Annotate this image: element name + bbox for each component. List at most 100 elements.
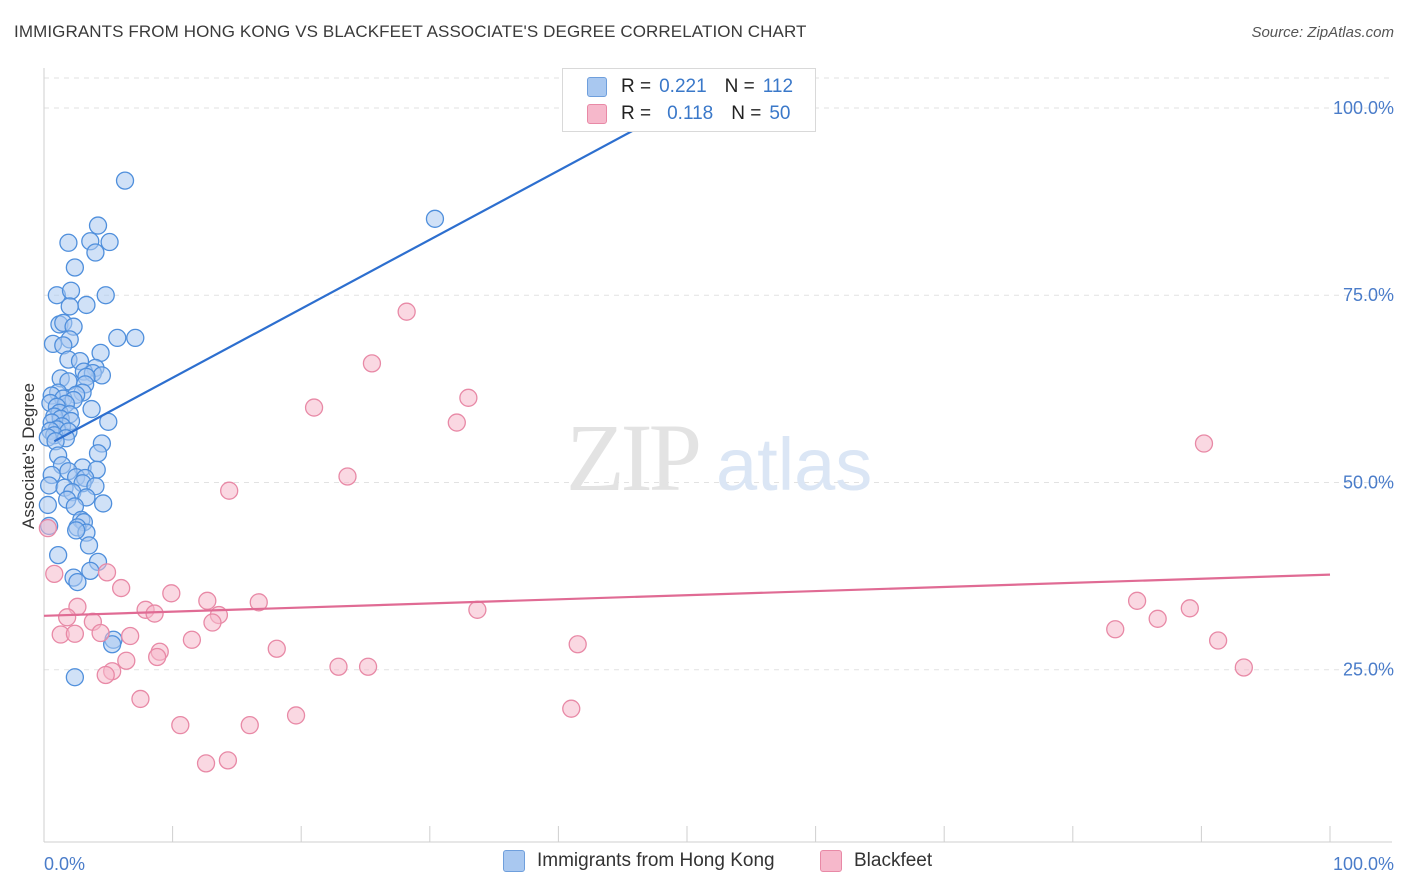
data-point-hong-kong bbox=[94, 494, 113, 513]
correlation-legend: R = 0.221 N = 112 R = 0.118 N = 50 bbox=[562, 68, 816, 132]
data-point-blackfeet bbox=[1106, 620, 1125, 639]
watermark-atlas: atlas bbox=[716, 423, 872, 506]
data-point-hong-kong bbox=[65, 668, 85, 687]
data-point-blackfeet bbox=[220, 481, 239, 500]
trend-line-blackfeet bbox=[43, 573, 1331, 617]
data-point-blackfeet bbox=[459, 388, 478, 407]
data-point-hong-kong bbox=[65, 258, 85, 277]
data-point-hong-kong bbox=[59, 233, 78, 252]
y-tick-labels: 25.0% 50.0% 75.0% 100.0% bbox=[1333, 98, 1394, 680]
data-point-blackfeet bbox=[286, 706, 306, 725]
data-point-blackfeet bbox=[329, 657, 348, 676]
data-point-hong-kong bbox=[77, 295, 96, 315]
data-point-blackfeet bbox=[148, 647, 167, 667]
x-tick-label-max: 100.0% bbox=[1333, 854, 1394, 874]
data-point-hong-kong bbox=[103, 635, 122, 654]
chart-title: IMMIGRANTS FROM HONG KONG VS BLACKFEET A… bbox=[14, 22, 807, 41]
gridlines bbox=[44, 77, 1392, 671]
data-point-blackfeet bbox=[97, 563, 117, 582]
legend-swatch-pink bbox=[587, 104, 607, 124]
x-tick-label-min: 0.0% bbox=[44, 854, 85, 874]
legend-item-hong-kong: Immigrants from Hong Kong bbox=[503, 850, 775, 872]
data-point-blackfeet bbox=[91, 623, 110, 643]
data-point-blackfeet bbox=[162, 584, 181, 603]
data-point-blackfeet bbox=[362, 354, 382, 373]
legend-n-label: N = bbox=[731, 103, 762, 124]
data-point-blackfeet bbox=[65, 624, 85, 643]
data-point-hong-kong bbox=[60, 297, 79, 316]
y-tick-label: 75.0% bbox=[1343, 285, 1394, 305]
data-point-blackfeet bbox=[1127, 591, 1147, 610]
data-point-hong-kong bbox=[68, 572, 87, 592]
data-point-blackfeet bbox=[218, 751, 238, 770]
legend-label-blackfeet: Blackfeet bbox=[854, 850, 933, 871]
data-point-blackfeet bbox=[145, 604, 164, 623]
watermark: ZIP atlas bbox=[566, 404, 872, 511]
data-point-hong-kong bbox=[88, 444, 108, 463]
data-point-blackfeet bbox=[38, 519, 58, 538]
data-point-blackfeet bbox=[562, 699, 581, 718]
data-point-blackfeet bbox=[304, 398, 324, 417]
trend-lines bbox=[43, 114, 1331, 617]
data-point-blackfeet bbox=[1208, 631, 1228, 650]
data-point-hong-kong bbox=[115, 171, 135, 190]
legend-r-label: R = bbox=[621, 76, 652, 97]
data-point-hong-kong bbox=[108, 328, 127, 348]
legend-r-value: 0.221 bbox=[659, 76, 707, 97]
data-point-blackfeet bbox=[338, 467, 357, 486]
data-point-blackfeet bbox=[568, 635, 587, 654]
data-point-hong-kong bbox=[86, 243, 105, 262]
data-point-hong-kong bbox=[92, 366, 112, 385]
legend-row-blackfeet: R = 0.118 N = 50 bbox=[587, 101, 809, 127]
legend-swatch-pink bbox=[820, 850, 842, 872]
data-point-blackfeet bbox=[203, 613, 222, 632]
data-point-blackfeet bbox=[196, 754, 216, 773]
data-point-blackfeet bbox=[1194, 434, 1214, 453]
data-point-hong-kong bbox=[425, 209, 445, 228]
data-point-blackfeet bbox=[121, 626, 140, 646]
data-point-blackfeet bbox=[397, 302, 416, 321]
data-point-blackfeet bbox=[112, 578, 131, 598]
y-tick-label: 100.0% bbox=[1333, 98, 1394, 118]
data-point-blackfeet bbox=[249, 593, 268, 612]
legend-label-hong-kong: Immigrants from Hong Kong bbox=[537, 850, 775, 871]
data-point-hong-kong bbox=[61, 281, 81, 300]
data-point-hong-kong bbox=[88, 216, 108, 235]
watermark-zip: ZIP bbox=[566, 404, 699, 511]
data-point-hong-kong bbox=[38, 495, 58, 515]
axes bbox=[43, 68, 1392, 843]
legend-r-label: R = bbox=[621, 103, 652, 124]
data-point-blackfeet bbox=[1234, 658, 1253, 677]
data-point-blackfeet bbox=[468, 600, 487, 619]
data-point-blackfeet bbox=[1180, 599, 1199, 618]
data-point-hong-kong bbox=[96, 286, 115, 305]
legend-item-blackfeet: Blackfeet bbox=[820, 850, 932, 872]
legend-n-value: 112 bbox=[762, 76, 794, 97]
legend-row-hong-kong: R = 0.221 N = 112 bbox=[587, 74, 811, 100]
legend-n-label: N = bbox=[724, 76, 755, 97]
y-tick-label: 50.0% bbox=[1343, 472, 1394, 492]
legend-n-value: 50 bbox=[769, 103, 791, 124]
data-point-blackfeet bbox=[45, 564, 64, 584]
legend-swatch-blue bbox=[587, 77, 607, 97]
data-point-blackfeet bbox=[171, 716, 190, 735]
data-point-blackfeet bbox=[182, 630, 202, 649]
y-axis-title: Associate's Degree bbox=[19, 383, 38, 529]
data-point-blackfeet bbox=[57, 608, 77, 627]
data-point-hong-kong bbox=[100, 232, 119, 252]
data-point-blackfeet bbox=[96, 665, 115, 685]
data-point-blackfeet bbox=[198, 591, 217, 610]
data-point-hong-kong bbox=[67, 521, 86, 540]
data-point-hong-kong bbox=[48, 545, 68, 565]
data-point-blackfeet bbox=[240, 716, 259, 735]
legend-r-value: 0.118 bbox=[667, 103, 714, 124]
y-tick-label: 25.0% bbox=[1343, 660, 1394, 680]
data-point-blackfeet bbox=[1148, 609, 1167, 628]
legend-swatch-blue bbox=[503, 850, 525, 872]
source-label: Source: ZipAtlas.com bbox=[1251, 24, 1394, 41]
data-point-blackfeet bbox=[267, 639, 286, 658]
trend-line-hong-kong bbox=[53, 114, 662, 443]
data-point-blackfeet bbox=[131, 689, 150, 709]
data-point-hong-kong bbox=[79, 536, 99, 555]
